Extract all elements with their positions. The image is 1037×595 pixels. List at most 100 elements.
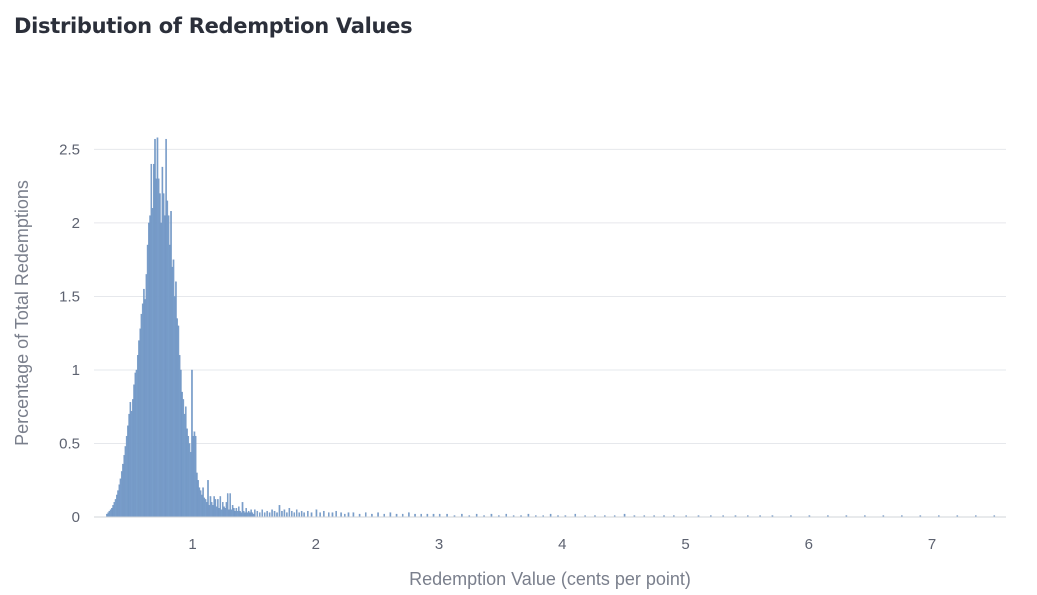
histogram-bar: [263, 512, 266, 518]
histogram-bar: [335, 510, 337, 518]
histogram-bar: [193, 431, 196, 518]
histogram-bar: [117, 490, 119, 518]
histogram-bar: [177, 325, 180, 518]
histogram-bar: [109, 509, 112, 518]
histogram-bar: [166, 200, 169, 518]
histogram-bar: [246, 512, 249, 518]
histogram-bar: [208, 505, 210, 518]
histogram-bar: [162, 193, 165, 518]
y-tick-label: 1.5: [59, 288, 80, 305]
histogram-bar: [161, 166, 164, 518]
histogram-bar: [286, 512, 288, 518]
histogram-bar: [172, 259, 175, 518]
histogram-bar: [164, 215, 166, 518]
x-tick-label: 7: [928, 536, 936, 553]
histogram-bar: [175, 281, 177, 518]
histogram-bar: [198, 487, 201, 518]
histogram-bar: [377, 512, 379, 518]
histogram-bar: [118, 484, 121, 518]
histogram-bar: [134, 372, 137, 518]
histogram-bar: [157, 178, 160, 518]
histogram-bar: [133, 384, 135, 518]
histogram-bar: [151, 208, 154, 518]
histogram-bar: [228, 509, 230, 518]
histogram-bar: [238, 506, 240, 518]
histogram-bar: [129, 402, 132, 518]
histogram-bar: [148, 222, 150, 518]
histogram-bar: [185, 406, 187, 518]
histogram-bar: [331, 512, 334, 518]
histogram-bar: [153, 163, 155, 518]
gridlines: [94, 148, 1006, 444]
histogram-bar: [130, 410, 133, 518]
histogram-bar: [223, 506, 225, 518]
histogram-bar: [218, 508, 220, 518]
histogram-bar: [203, 497, 206, 518]
histogram-bar: [219, 496, 222, 518]
histogram-bar: [196, 472, 198, 518]
histogram-bar: [138, 340, 140, 518]
y-tick-label: 0: [72, 509, 80, 526]
x-axis-title: Redemption Value (cents per point): [409, 569, 691, 589]
histogram-bar: [125, 435, 128, 518]
axes: 0 0.5 1 1.5 2 2.5 1 2 3 4 5 6 7: [59, 141, 1006, 553]
histogram-bar: [213, 496, 215, 518]
histogram-bar: [236, 510, 239, 518]
histogram-bar: [310, 512, 313, 518]
histogram-bar: [300, 510, 303, 518]
histogram-bar: [169, 244, 171, 518]
histogram-bar: [283, 509, 286, 518]
histogram-bar: [136, 355, 139, 518]
histogram-bar: [281, 510, 283, 518]
histogram-bar: [127, 425, 129, 518]
histogram-bar: [229, 493, 231, 518]
histogram-bar: [271, 509, 273, 518]
histogram-bar: [225, 502, 228, 518]
histogram-bar: [122, 463, 124, 518]
histogram-bar: [116, 494, 118, 518]
histogram-bar: [319, 512, 321, 518]
y-tick-label: 2.5: [59, 141, 80, 158]
histogram-bar: [233, 508, 235, 518]
histogram-bar: [352, 512, 355, 518]
histogram-bar: [170, 211, 172, 518]
y-tick-label: 2: [72, 215, 80, 232]
histogram-bar: [139, 328, 141, 518]
histogram-bar: [389, 512, 392, 518]
histogram-bar: [251, 512, 254, 518]
histogram-bar: [276, 512, 278, 518]
y-tick-label: 1: [72, 362, 80, 379]
histogram-bar: [254, 509, 256, 518]
histogram-bar: [212, 505, 214, 518]
histogram-bar: [224, 508, 227, 518]
histogram-bar: [114, 499, 117, 518]
histogram-bar: [239, 510, 241, 518]
histogram-bar: [132, 399, 134, 518]
histogram-bar: [328, 512, 330, 518]
histogram-bar: [176, 318, 178, 518]
y-tick-label: 0.5: [59, 435, 80, 452]
histogram-bar: [364, 512, 367, 518]
histogram-bar: [124, 446, 127, 518]
histogram-bar: [256, 510, 259, 518]
histogram-bar: [215, 506, 218, 518]
histogram-bar: [249, 512, 251, 518]
histogram-bar: [408, 512, 410, 518]
histogram-bar: [188, 443, 191, 518]
histogram-bar: [241, 502, 244, 518]
histogram-bar: [135, 369, 138, 518]
histogram-bar: [171, 266, 174, 518]
histogram-bar: [202, 487, 204, 518]
histogram-bar: [291, 510, 293, 518]
histogram-bar: [209, 496, 212, 518]
x-tick-label: 6: [805, 536, 813, 553]
histogram-bar: [303, 512, 305, 518]
histogram-bars: [106, 137, 996, 518]
histogram-bar: [160, 222, 162, 518]
histogram-bar: [245, 508, 247, 518]
histogram-bar: [315, 509, 318, 518]
histogram-bar: [199, 490, 202, 518]
histogram-bar: [206, 502, 208, 518]
histogram-bar: [113, 502, 116, 518]
